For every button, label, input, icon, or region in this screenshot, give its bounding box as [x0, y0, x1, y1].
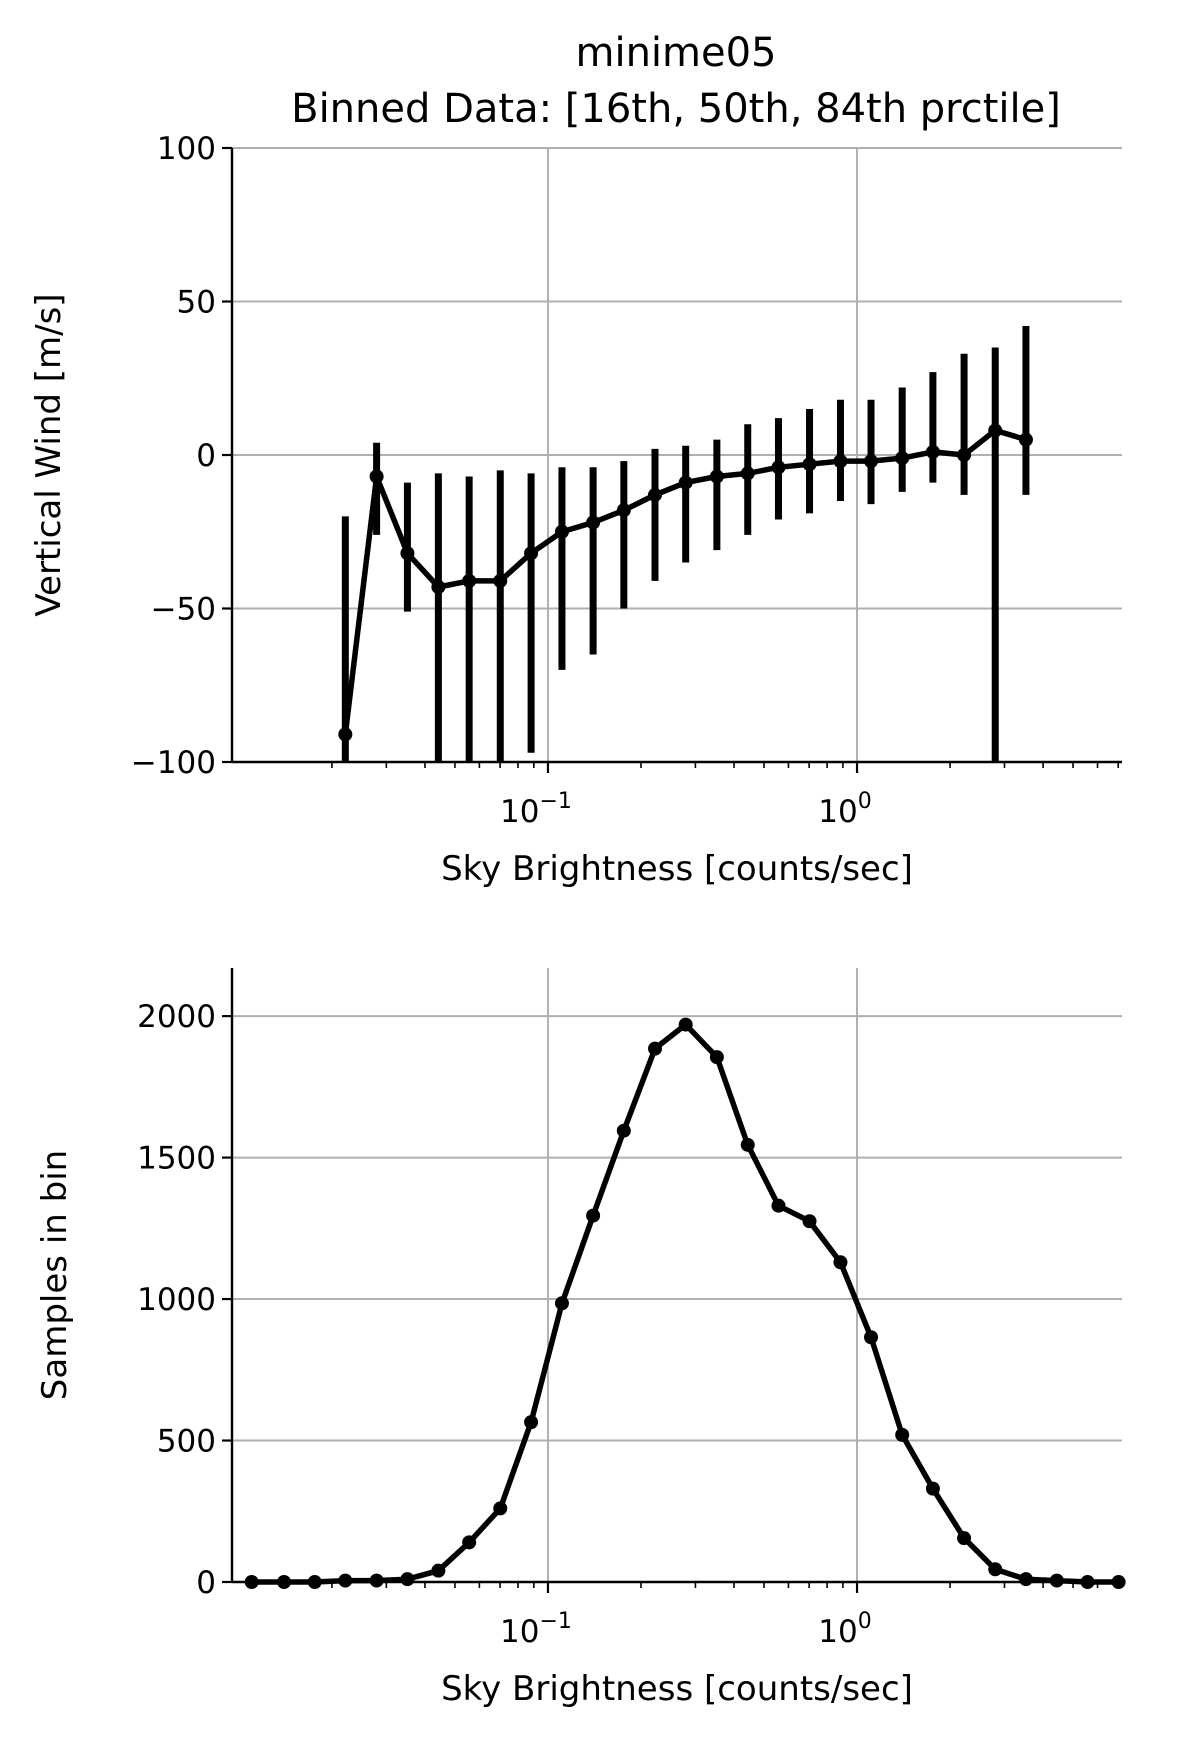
x-tick-label: 100 — [818, 789, 871, 830]
x-tick-exponent: 0 — [858, 1609, 872, 1634]
data-point — [833, 454, 848, 469]
x-axis-label: Sky Brightness [counts/sec] — [441, 1669, 913, 1709]
data-point — [524, 1415, 539, 1430]
data-point — [740, 1137, 755, 1152]
data-point — [400, 546, 415, 561]
data-point — [616, 503, 631, 518]
data-point — [957, 448, 972, 462]
y-tick-label: −100 — [131, 745, 216, 781]
y-axis-label: Vertical Wind [m/s] — [29, 293, 69, 616]
chart-subtitle: Binned Data: [16th, 50th, 84th prctile] — [291, 86, 1061, 132]
data-point — [925, 1481, 940, 1496]
data-point — [400, 1572, 415, 1587]
y-axis-label: Samples in bin — [35, 1150, 75, 1400]
data-point — [338, 727, 353, 742]
data-point — [493, 573, 508, 588]
y-tick-label: 1000 — [137, 1282, 216, 1318]
series-line — [251, 1021, 1119, 1585]
y-tick-label: 1500 — [137, 1141, 216, 1177]
data-point — [586, 515, 601, 530]
y-tick-label: 2000 — [137, 999, 216, 1035]
data-point — [431, 1563, 446, 1578]
data-point — [554, 524, 569, 539]
data-point — [493, 1501, 508, 1516]
y-tick-label: 500 — [157, 1424, 216, 1460]
data-point — [616, 1123, 631, 1138]
data-point — [369, 1573, 384, 1588]
data-point — [925, 444, 940, 459]
data-point — [988, 423, 1003, 438]
data-point — [1018, 432, 1033, 447]
data-point — [1049, 1573, 1064, 1588]
x-tick-label: 10−1 — [500, 1609, 572, 1650]
data-point — [895, 1427, 910, 1442]
y-tick-label: 0 — [196, 438, 216, 474]
x-tick-label: 100 — [818, 1609, 871, 1650]
x-tick-base: 10 — [500, 1614, 539, 1650]
y-tick-label: 50 — [177, 285, 216, 321]
data-point — [895, 451, 910, 466]
data-point — [1018, 1572, 1033, 1587]
data-point — [431, 580, 446, 595]
data-point — [648, 487, 663, 502]
data-point — [648, 1041, 663, 1056]
data-point — [771, 1198, 786, 1213]
data-point — [338, 1573, 353, 1588]
data-point — [678, 475, 693, 490]
data-point — [586, 1208, 601, 1223]
data-point — [709, 1050, 724, 1065]
data-point — [864, 454, 879, 469]
data-point — [864, 1330, 879, 1345]
x-tick-exponent: −1 — [539, 1609, 571, 1634]
data-point — [678, 1017, 693, 1032]
data-point — [369, 469, 384, 484]
y-tick-label: 0 — [196, 1565, 216, 1601]
data-point — [462, 573, 477, 588]
data-point — [554, 1296, 569, 1311]
y-tick-label: −50 — [151, 592, 216, 628]
data-point — [802, 1214, 817, 1229]
x-tick-base: 10 — [500, 794, 539, 830]
x-tick-label: 10−1 — [500, 789, 572, 830]
x-tick-exponent: −1 — [539, 789, 571, 814]
data-point — [833, 1255, 848, 1270]
data-point — [524, 546, 539, 561]
chart-title: minime05 — [575, 30, 776, 76]
data-point — [802, 457, 817, 472]
data-point — [988, 1562, 1003, 1577]
data-point — [771, 460, 786, 475]
x-tick-base: 10 — [818, 794, 857, 830]
data-point — [740, 466, 755, 481]
x-tick-exponent: 0 — [858, 789, 872, 814]
data-point — [957, 1531, 972, 1546]
y-tick-label: 100 — [157, 131, 216, 167]
data-point — [709, 469, 724, 484]
x-tick-base: 10 — [818, 1614, 857, 1650]
x-axis-label: Sky Brightness [counts/sec] — [441, 849, 913, 889]
data-point — [462, 1535, 477, 1550]
